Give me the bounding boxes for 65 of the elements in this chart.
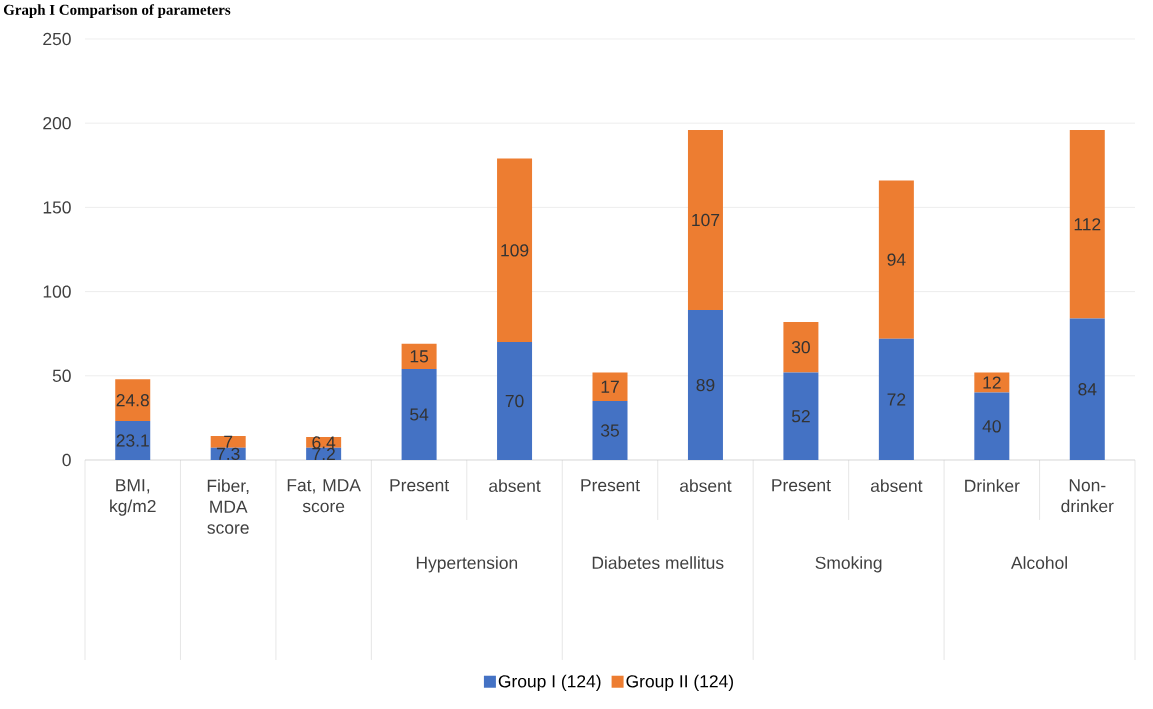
data-label: 6.4 — [312, 436, 336, 449]
x-tick-label: absent — [489, 479, 541, 492]
bar — [1069, 318, 1105, 460]
x-tick-label: Present — [772, 479, 831, 492]
text: Alcohol — [1010, 556, 1067, 569]
data-label: 84 — [1078, 383, 1097, 396]
bar — [974, 372, 1010, 393]
x-tick-label: Drinker — [965, 479, 1020, 492]
data-label: 30 — [791, 340, 810, 354]
bar — [687, 129, 723, 311]
data-label: 94 — [887, 253, 906, 266]
data-label: 7.2 — [312, 447, 335, 461]
y-tick-label: 0 — [62, 453, 71, 467]
data-label: 112 — [1074, 218, 1101, 231]
bar — [974, 392, 1010, 460]
bar — [401, 343, 437, 370]
data-label: 12 — [983, 376, 1001, 389]
data-label: 72 — [887, 393, 906, 406]
data-label: 15 — [410, 350, 429, 363]
x-tick-label: Fat, MDA score — [287, 479, 361, 513]
x-tick-label: Present — [581, 479, 640, 492]
y-tick-label: 50 — [52, 369, 71, 382]
x-tick-label: absent — [680, 479, 732, 492]
bar — [592, 401, 628, 460]
data-label: 17 — [601, 380, 619, 393]
x-tick-label: absent — [870, 479, 923, 492]
data-label: 109 — [501, 244, 529, 257]
data-label: 24.8 — [116, 394, 149, 407]
bar — [497, 342, 533, 460]
bar — [592, 372, 628, 402]
data-label: 89 — [696, 378, 715, 392]
bar — [115, 379, 151, 422]
data-label: 54 — [410, 408, 429, 421]
x-tick-label: BMI, kg/m2 — [110, 479, 156, 516]
y-tick-label: 100 — [43, 285, 71, 298]
legend-label: Group I (124) — [498, 674, 601, 691]
y-tick-label: 200 — [43, 117, 71, 130]
data-label: 52 — [791, 410, 810, 423]
text: Diabetes mellitus — [592, 556, 724, 569]
y-tick-label: 150 — [43, 201, 71, 214]
data-label: 7.3 — [216, 447, 240, 461]
data-label: 7 — [224, 435, 233, 448]
bar — [401, 369, 437, 460]
y-tick-label: 250 — [43, 32, 71, 46]
text: Hypertension — [416, 556, 518, 573]
data-label: 70 — [505, 394, 524, 408]
bar — [783, 372, 819, 460]
data-label: 40 — [982, 420, 1001, 433]
x-tick-label: Present — [390, 479, 450, 492]
x-tick-label: Non-drinker — [1061, 479, 1114, 513]
text: Smoking — [815, 556, 882, 573]
bar — [1069, 129, 1105, 319]
data-label: 107 — [692, 213, 720, 227]
bar — [687, 310, 723, 460]
bar — [878, 180, 914, 339]
bar — [497, 158, 533, 343]
bar — [210, 435, 246, 448]
data-label: 23.1 — [116, 434, 149, 447]
bar — [878, 338, 914, 460]
bar — [115, 421, 151, 460]
data-label: 35 — [600, 424, 619, 437]
x-tick-label: Fiber, MDA score — [207, 479, 249, 534]
chart-title: Graph I Comparison of parameters — [3, 4, 231, 18]
bar — [783, 321, 819, 373]
legend-label: Group II (124) — [626, 674, 733, 691]
